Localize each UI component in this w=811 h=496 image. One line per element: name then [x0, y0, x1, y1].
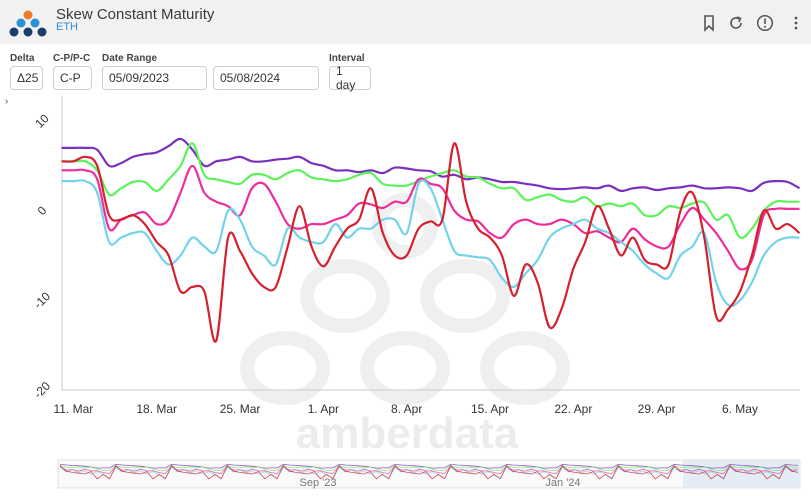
series-line-4 [61, 142, 801, 343]
x-tick-label: 29. Apr [638, 402, 676, 416]
series-line-1 [61, 142, 800, 240]
y-tick-label: 10 [32, 111, 52, 131]
skew-chart: amberdata 10 0 -10 -20 11. Mar 18. Mar 25. Ma… [31, 96, 801, 489]
start-date-input[interactable]: 05/09/2023 [102, 66, 207, 90]
x-tick-label: 25. Mar [220, 402, 261, 416]
delta-label: Delta [10, 53, 35, 64]
cp-select[interactable]: C-P [53, 66, 92, 90]
navigator-series-1 [59, 465, 798, 471]
series-line-0 [61, 137, 801, 193]
date-range-label: Date Range [102, 53, 158, 64]
expand-chevron-icon[interactable]: › [5, 96, 9, 107]
bookmark-icon[interactable] [700, 14, 718, 32]
navigator[interactable]: Sep '23 Jan '24 [57, 459, 801, 489]
navigator-label: Sep '23 [300, 477, 337, 489]
x-tick-label: 1. Apr [308, 402, 339, 416]
interval-select[interactable]: 1 day [329, 64, 371, 92]
amberdata-logo [9, 10, 47, 37]
info-icon[interactable] [756, 14, 774, 32]
refresh-icon[interactable] [727, 14, 745, 32]
x-tick-label: 11. Mar [54, 402, 94, 416]
y-tick-label: -20 [31, 379, 53, 401]
series-line-3 [61, 179, 800, 307]
watermark: amberdata [240, 193, 570, 458]
x-tick-label: 15. Apr [471, 402, 509, 416]
end-date-input[interactable]: 05/08/2024 [213, 66, 319, 90]
navigator-series-4 [59, 464, 799, 480]
navigator-series-3 [59, 466, 799, 479]
delta-select[interactable]: Δ25 [10, 66, 43, 90]
asset-subtitle: ETH [56, 21, 78, 33]
x-tick-label: 22. Apr [554, 402, 592, 416]
y-tick-label: 0 [35, 203, 50, 218]
chart-header: Skew Constant Maturity ETH [0, 0, 811, 44]
navigator-selection[interactable] [683, 460, 800, 488]
watermark-text: amberdata [296, 409, 519, 458]
chart-title: Skew Constant Maturity [56, 6, 215, 23]
x-tick-label: 6. May [722, 402, 758, 416]
navigator-series-0 [59, 463, 799, 469]
chart-controls: Delta Δ25 C-P/P-C C-P Date Range 05/09/2… [0, 52, 811, 96]
navigator-label: Jan '24 [545, 477, 580, 489]
cp-label: C-P/P-C [53, 53, 91, 64]
x-tick-label: 8. Apr [391, 402, 422, 416]
y-tick-label: -10 [31, 289, 53, 311]
more-icon[interactable] [787, 14, 805, 32]
interval-label: Interval [329, 53, 365, 64]
x-tick-label: 18. Mar [136, 402, 177, 416]
